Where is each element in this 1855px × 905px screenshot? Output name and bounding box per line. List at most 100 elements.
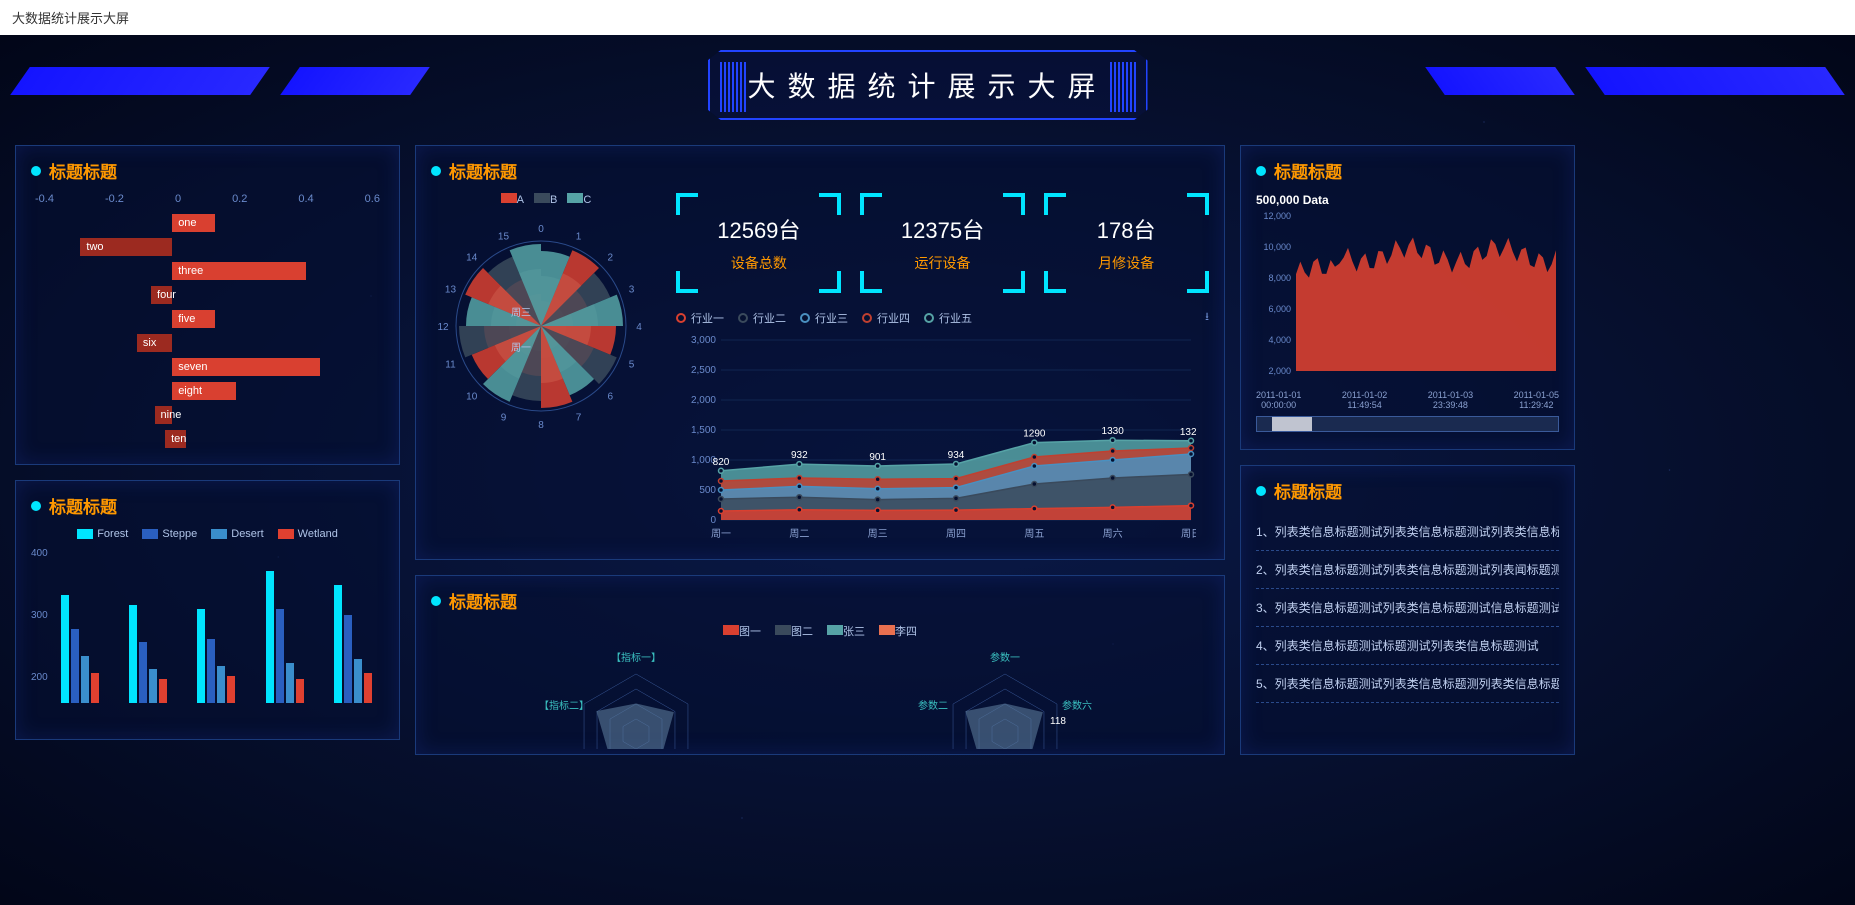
legend-item[interactable]: Steppe	[142, 528, 197, 540]
vbar[interactable]	[207, 639, 215, 703]
download-icon[interactable]: ⭳	[1205, 308, 1209, 327]
tick-label: 400	[31, 548, 48, 559]
area-legend[interactable]: 行业一行业二行业三行业四行业五 ⭳	[676, 308, 1209, 327]
vbar-group	[129, 605, 179, 703]
svg-text:参数六: 参数六	[1062, 699, 1092, 712]
hbar-row: ten	[31, 427, 384, 451]
list-item[interactable]: 2、列表类信息标题测试列表类信息标题测试列表闻标题测试	[1256, 551, 1559, 589]
hbar-row: one	[31, 211, 384, 235]
list-item[interactable]: 5、列表类信息标题测试列表类信息标题测列表类信息标题测试	[1256, 665, 1559, 703]
hbar-bar[interactable]: one	[172, 214, 214, 232]
timestamp: 2011-01-0100:00:00	[1256, 390, 1301, 410]
slider-handle[interactable]	[1272, 417, 1312, 431]
legend-item[interactable]: 行业五	[924, 308, 972, 327]
hbar-bar[interactable]: seven	[172, 358, 320, 376]
vbar[interactable]	[197, 609, 205, 704]
hbar-row: eight	[31, 379, 384, 403]
vbar[interactable]	[61, 595, 69, 703]
hbar-row: five	[31, 307, 384, 331]
legend-item[interactable]: 行业三	[800, 308, 848, 327]
svg-text:周日: 周日	[1181, 528, 1196, 540]
legend-item[interactable]: Wetland	[278, 528, 338, 540]
hbar-bar[interactable]: eight	[172, 382, 236, 400]
dot-icon	[431, 166, 441, 176]
vbar[interactable]	[296, 679, 304, 703]
svg-text:10: 10	[466, 391, 478, 402]
vbar[interactable]	[71, 629, 79, 703]
vbar[interactable]	[81, 656, 89, 703]
legend-item[interactable]: 行业一	[676, 308, 724, 327]
tick-label: 200	[31, 672, 48, 683]
radar-right: 参数一参数六参数二118	[865, 649, 1145, 749]
legend-item[interactable]: C	[567, 193, 591, 206]
svg-text:【指标二】: 【指标二】	[539, 699, 589, 712]
svg-text:3: 3	[629, 284, 635, 295]
svg-text:12,000: 12,000	[1263, 211, 1291, 221]
vbar[interactable]	[354, 659, 362, 703]
legend-item[interactable]: A	[501, 193, 524, 206]
panel-radar-pair: 标题标题 图一图二张三李四 【指标一】【指标五】【指标二】 参数一参数六参数二1…	[415, 575, 1225, 755]
header-stripe	[1585, 67, 1845, 95]
legend-item[interactable]: 行业二	[738, 308, 786, 327]
vbar[interactable]	[364, 673, 372, 703]
svg-text:1330: 1330	[1102, 426, 1125, 437]
legend-item[interactable]: 李四	[879, 623, 917, 639]
vbar[interactable]	[129, 605, 137, 703]
svg-text:0: 0	[710, 515, 716, 526]
vbar[interactable]	[91, 673, 99, 703]
timeseries-chart: 12,00010,0008,0006,0004,0002,000	[1256, 211, 1561, 381]
timestamp: 2011-01-0211:49:54	[1342, 390, 1387, 410]
browser-tab-title: 大数据统计展示大屏	[0, 0, 1855, 35]
hbar-bar[interactable]: ten	[165, 430, 186, 448]
vbar[interactable]	[276, 609, 284, 704]
tick-label: 0.2	[232, 193, 247, 205]
hbar-bar[interactable]: four	[151, 286, 172, 304]
legend-item[interactable]: Forest	[77, 528, 128, 540]
timestamp: 2011-01-0323:39:48	[1428, 390, 1473, 410]
vbar-legend[interactable]: Forest Steppe Desert Wetland	[31, 528, 384, 540]
vbar[interactable]	[227, 676, 235, 703]
hbar-row: two	[31, 235, 384, 259]
vbar[interactable]	[334, 585, 342, 703]
legend-item[interactable]: 张三	[827, 623, 865, 639]
list-item[interactable]: 4、列表类信息标题测试标题测试列表类信息标题测试	[1256, 627, 1559, 665]
panel-title-text: 标题标题	[1274, 158, 1342, 183]
svg-text:周四: 周四	[946, 528, 966, 540]
list-item[interactable]: 3、列表类信息标题测试列表类信息标题测试信息标题测试	[1256, 589, 1559, 627]
legend-item[interactable]: 图一	[723, 623, 761, 639]
metric-box: 12569台 设备总数	[676, 193, 841, 293]
vbar[interactable]	[217, 666, 225, 703]
svg-text:9: 9	[501, 413, 507, 424]
radar-pair-legend[interactable]: 图一图二张三李四	[431, 623, 1209, 639]
legend-item[interactable]: Desert	[211, 528, 263, 540]
hbar-bar[interactable]: nine	[155, 406, 173, 424]
radar-left: 【指标一】【指标五】【指标二】	[496, 649, 776, 749]
svg-text:4: 4	[636, 322, 642, 333]
svg-text:15: 15	[498, 231, 510, 242]
svg-text:820: 820	[713, 457, 730, 468]
hbar-bar[interactable]: six	[137, 334, 172, 352]
svg-text:118: 118	[1050, 716, 1066, 727]
svg-text:932: 932	[791, 450, 808, 461]
vbar[interactable]	[286, 663, 294, 704]
vbar[interactable]	[159, 679, 167, 703]
vbar[interactable]	[149, 669, 157, 703]
time-slider[interactable]	[1256, 416, 1559, 432]
svg-text:3,000: 3,000	[691, 335, 716, 346]
hbar-bar[interactable]: two	[80, 238, 172, 256]
list-item[interactable]: 1、列表类信息标题测试列表类信息标题测试列表类信息标题测	[1256, 513, 1559, 551]
svg-text:周一: 周一	[711, 528, 731, 540]
legend-item[interactable]: 行业四	[862, 308, 910, 327]
rose-legend[interactable]: ABC	[431, 193, 661, 206]
svg-text:2,000: 2,000	[691, 395, 716, 406]
vbar[interactable]	[266, 571, 274, 703]
vbar[interactable]	[344, 615, 352, 703]
hbar-bar[interactable]: three	[172, 262, 306, 280]
svg-text:周三: 周三	[868, 528, 888, 540]
hbar-bar[interactable]: five	[172, 310, 214, 328]
main-title: 大数据统计展示大屏	[747, 65, 1107, 105]
vbar[interactable]	[139, 642, 147, 703]
legend-item[interactable]: B	[534, 193, 557, 206]
panel-hbar: 标题标题 -0.4-0.200.20.40.6 one two three fo…	[15, 145, 400, 465]
legend-item[interactable]: 图二	[775, 623, 813, 639]
